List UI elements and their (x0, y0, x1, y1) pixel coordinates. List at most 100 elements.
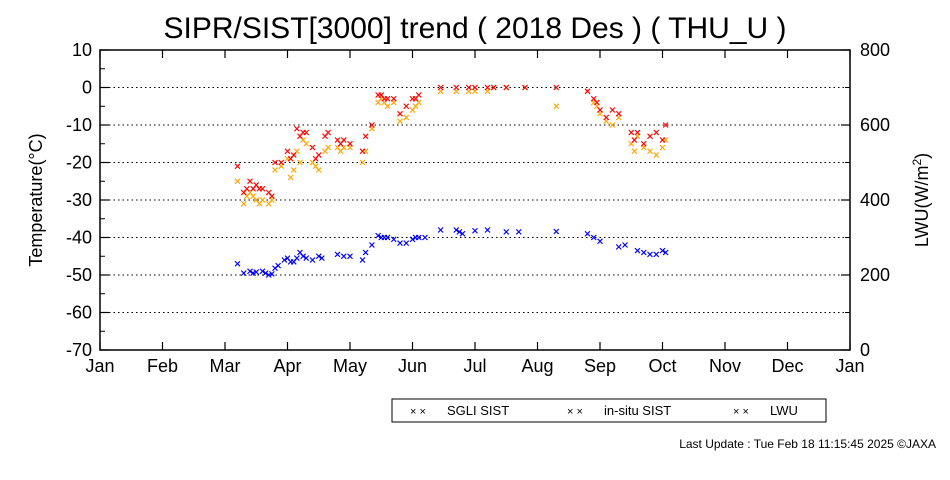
lwu-point (250, 270, 257, 277)
in-situ-sist-point (484, 84, 491, 91)
legend-label-insitu: in-situ SIST (604, 403, 671, 418)
lwu-point (503, 228, 510, 235)
lwu-point (368, 242, 375, 248)
lwu-point (253, 269, 260, 275)
x-tick-label: Nov (709, 356, 741, 376)
sgli-sist-point (259, 197, 266, 203)
sgli-sist-point (659, 144, 666, 151)
x-tick-label: Jan (835, 356, 864, 376)
last-update-footer: Last Update : Tue Feb 18 11:15:45 2025 ©… (679, 437, 936, 451)
lwu-point (484, 227, 491, 233)
lwu-point (300, 253, 307, 260)
sgli-sist-point (315, 167, 322, 173)
lwu-point (415, 234, 422, 241)
in-situ-sist-point (603, 114, 610, 121)
sgli-sist-point (272, 167, 278, 173)
lwu-point (315, 253, 322, 260)
in-situ-sist-point (247, 178, 253, 185)
y-right-tick-label: 200 (860, 265, 890, 285)
x-tick-label: Jun (398, 356, 427, 376)
lwu-point (268, 270, 275, 277)
x-tick-label: May (333, 356, 367, 376)
in-situ-sist-point (384, 95, 391, 102)
lwu-point (472, 227, 478, 234)
x-tick-label: Jan (85, 356, 114, 376)
lwu-point (240, 270, 247, 277)
in-situ-sist-point (325, 129, 332, 136)
in-situ-sist-point (272, 159, 278, 166)
lwu-point (640, 249, 647, 256)
lwu-point (437, 227, 444, 233)
lwu-point (615, 243, 622, 250)
in-situ-sist-point (503, 84, 510, 91)
in-situ-sist-point (593, 99, 600, 106)
y-right-tick-label: 600 (860, 115, 890, 135)
sgli-sist-point (609, 122, 616, 128)
in-situ-sist-point (640, 140, 647, 147)
y-left-tick-label: 10 (72, 40, 92, 60)
sgli-sist-point (303, 140, 310, 147)
lwu-point (403, 240, 410, 247)
sgli-sist-point (359, 159, 366, 166)
in-situ-sist-point (315, 152, 322, 158)
in-situ-sist-point (597, 107, 603, 113)
in-situ-sist-point (368, 122, 375, 128)
lwu-point (265, 272, 272, 278)
in-situ-sist-point (259, 185, 266, 192)
lwu-point (515, 228, 522, 235)
lwu-point (262, 270, 269, 277)
y-left-tick-label: -50 (66, 265, 92, 285)
legend-label-lwu: LWU (770, 403, 798, 418)
y-right-tick-label: 800 (860, 40, 890, 60)
in-situ-sist-point (415, 92, 422, 98)
in-situ-sist-point (659, 137, 666, 143)
lwu-point (590, 234, 597, 241)
lwu-point (647, 251, 653, 258)
sgli-sist-point (397, 118, 403, 125)
sgli-sist-point (234, 178, 241, 185)
lwu-point (409, 236, 416, 243)
lwu-point (456, 228, 463, 235)
y-axis-right-label-superscript: 2 (910, 159, 924, 166)
lwu-point (662, 249, 669, 256)
lwu-point (318, 255, 325, 262)
in-situ-sist-point (647, 133, 653, 140)
lwu-point (597, 238, 603, 245)
x-tick-label: Sep (584, 356, 616, 376)
in-situ-sist-point (403, 103, 410, 110)
lwu-point (375, 232, 382, 239)
in-situ-sist-point (584, 88, 591, 95)
lwu-point (275, 262, 282, 269)
legend-box (391, 398, 827, 423)
lwu-point (422, 234, 428, 241)
x-tick-label: Oct (648, 356, 676, 376)
in-situ-sist-point (628, 129, 635, 136)
y-right-tick-label: 0 (860, 340, 870, 360)
lwu-point (659, 247, 666, 254)
lwu-point (334, 251, 341, 258)
in-situ-sist-point (290, 152, 297, 158)
lwu-point (397, 240, 403, 247)
in-situ-sist-point (553, 84, 560, 91)
y-left-tick-label: -40 (66, 228, 92, 248)
lwu-point (347, 253, 353, 260)
lwu-point (303, 255, 310, 262)
sgli-sist-point (384, 103, 391, 110)
y-axis-right-label-close: ) (912, 153, 932, 159)
lwu-point (259, 268, 266, 275)
lwu-point (634, 247, 641, 254)
sgli-sist-point (403, 114, 410, 121)
sgli-sist-point (240, 200, 247, 207)
chart-title: SIPR/SIST[3000] trend ( 2018 Des ) ( THU… (163, 12, 786, 45)
in-situ-sist-point (522, 84, 528, 91)
grid-lines (100, 87, 850, 313)
in-situ-sist-point (397, 110, 403, 117)
sgli-sist-point (325, 144, 332, 151)
sgli-sist-point (631, 148, 638, 155)
in-situ-sist-point (347, 140, 353, 147)
in-situ-sist-point (243, 185, 250, 192)
in-situ-sist-point (634, 129, 641, 136)
in-situ-sist-point (662, 122, 669, 128)
lwu-point (584, 230, 591, 237)
